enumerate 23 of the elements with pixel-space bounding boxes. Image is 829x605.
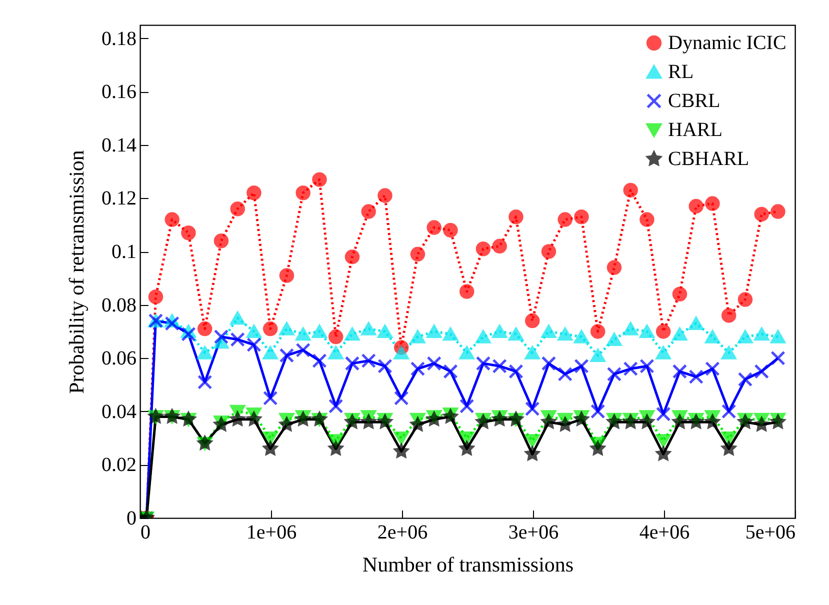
legend-label: CBRL — [668, 90, 720, 112]
y-axis-title: Probability of retransmission — [64, 150, 88, 394]
y-tick-label: 0.14 — [102, 134, 136, 156]
y-tick-label: 0.08 — [102, 294, 136, 316]
x-tick-label: 5e+06 — [745, 522, 796, 544]
y-tick-label: 0.06 — [102, 348, 136, 370]
y-tick-label: 0.04 — [102, 400, 136, 423]
x-tick-label: 4e+06 — [639, 522, 690, 544]
x-tick-label: 0 — [140, 522, 150, 544]
y-tick-label: 0.18 — [102, 28, 136, 50]
legend-label: Dynamic ICIC — [668, 32, 786, 54]
y-tick-label: 0 — [126, 508, 136, 530]
x-tick-label: 3e+06 — [508, 522, 559, 544]
legend-label: RL — [668, 61, 694, 83]
y-tick-label: 0.02 — [102, 454, 136, 476]
x-tick-label: 1e+06 — [246, 522, 297, 544]
y-tick-label: 0.16 — [102, 81, 136, 104]
legend-label: HARL — [668, 119, 722, 141]
y-tick-label: 0.12 — [102, 188, 136, 210]
legend-label: CBHARL — [668, 148, 750, 170]
x-axis-title: Number of transmissions — [362, 552, 574, 576]
y-tick-label: 0.1 — [112, 241, 136, 264]
x-tick-label: 2e+06 — [377, 522, 428, 544]
